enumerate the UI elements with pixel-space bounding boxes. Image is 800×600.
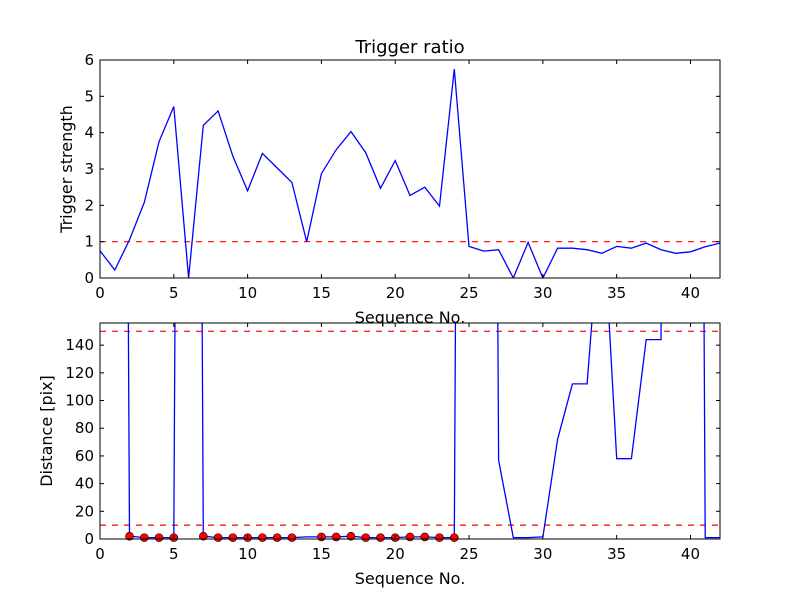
data-point-marker [420,532,430,542]
x-tick-label: 0 [95,545,105,563]
x-tick-label: 15 [312,545,331,563]
y-tick-label: 5 [84,87,94,105]
chart-title: Trigger ratio [354,37,464,58]
x-tick-label: 25 [460,284,479,302]
x-tick-label: 10 [238,284,257,302]
y-tick-label: 0 [84,269,94,287]
data-point-marker [346,531,356,541]
x-tick-label: 40 [681,545,700,563]
y-tick-label: 80 [75,419,94,437]
data-point-marker [331,532,341,542]
data-point-marker [435,533,444,542]
data-point-marker [258,533,267,542]
data-point-marker [449,533,459,542]
x-tick-label: 30 [533,545,552,563]
y-tick-label: 2 [84,196,94,214]
y-tick-label: 0 [84,530,94,548]
y-tick-label: 1 [84,233,94,251]
x-tick-label: 5 [169,284,179,302]
x-tick-label: 25 [460,545,479,563]
y-tick-label: 40 [75,475,94,493]
x-tick-label: 35 [607,284,626,302]
x-axis-label: Sequence No. [355,308,466,327]
y-tick-label: 120 [65,364,94,382]
x-tick-label: 5 [169,545,179,563]
y-tick-label: 20 [75,502,94,520]
data-point-marker [154,533,164,542]
data-point-marker [139,533,149,542]
y-tick-label: 100 [65,392,94,410]
y-axis-label: Trigger strength [57,105,76,234]
x-tick-label: 20 [386,284,405,302]
x-tick-label: 35 [607,545,626,563]
y-tick-label: 4 [84,124,94,142]
data-point-marker [405,532,415,542]
y-tick-label: 3 [84,160,94,178]
data-point-marker [213,533,223,542]
data-point-marker [272,533,282,542]
x-tick-label: 20 [386,545,405,563]
x-tick-label: 40 [681,284,700,302]
x-tick-label: 15 [312,284,331,302]
x-tick-label: 10 [238,545,257,563]
y-axis-label: Distance [pix] [37,375,56,487]
data-point-marker [125,531,134,541]
top-axes: Trigger ratio Sequence No. Trigger stren… [57,37,721,327]
y-tick-label: 140 [65,336,94,354]
x-tick-label: 0 [95,284,105,302]
bottom-axes: Sequence No. Distance [pix] 0 5 10 15 20 25 30… [37,322,721,588]
data-point-marker [376,533,385,542]
data-point-marker [287,533,297,542]
x-tick-label: 30 [533,284,552,302]
y-tick-label: 6 [84,51,94,69]
y-tick-label: 60 [75,447,94,465]
x-axis-label: Sequence No. [355,569,466,588]
axes-frame [99,322,721,540]
series-line [100,69,720,278]
data-point-marker [199,531,208,541]
data-point-marker [228,533,238,542]
data-point-marker [361,533,371,542]
